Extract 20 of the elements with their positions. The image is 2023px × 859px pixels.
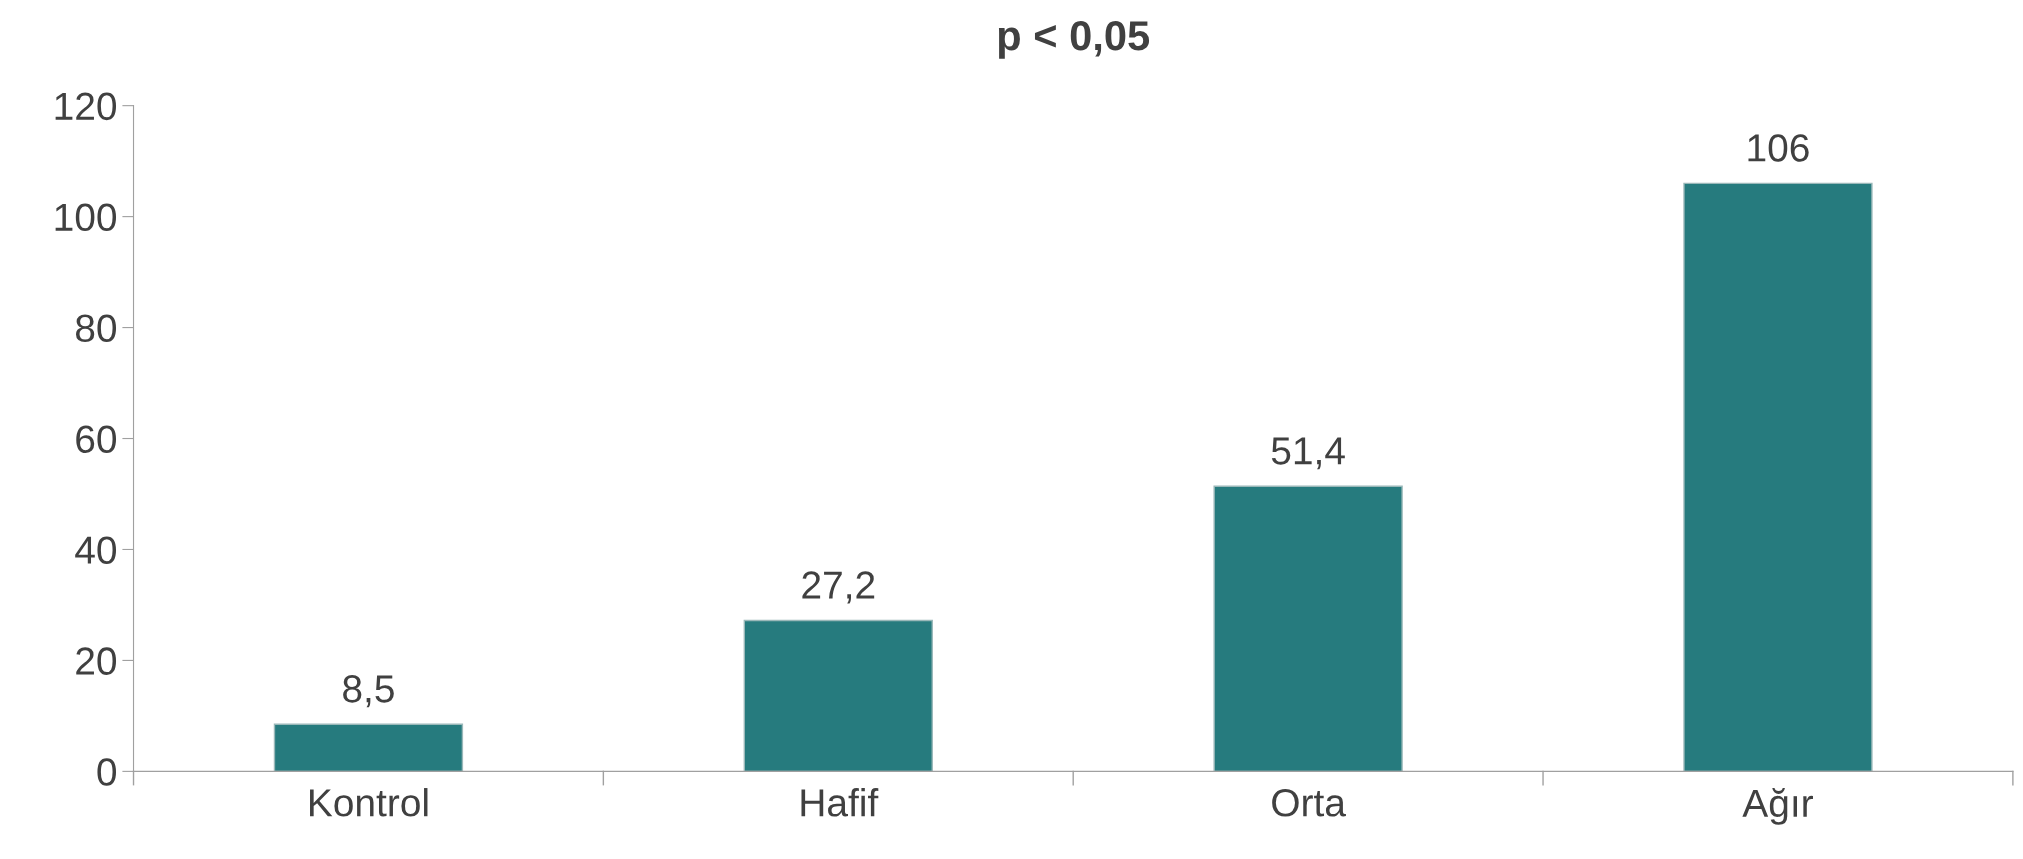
y-tick-label: 60	[76, 425, 117, 453]
y-tick-label: 80	[75, 314, 117, 343]
y-tick-label: 20	[76, 647, 117, 675]
data-label: 51,4	[1271, 437, 1345, 470]
data-label: 106	[1748, 134, 1809, 162]
data-label: 27,2	[802, 571, 875, 604]
y-tick-label: 0	[97, 758, 117, 786]
y-tick-label: 120	[55, 92, 117, 121]
y-tick-label: 100	[55, 203, 117, 232]
bar	[273, 723, 464, 772]
bar	[1213, 485, 1403, 772]
x-tick-label: Ağır	[1742, 788, 1813, 825]
y-tick-label: 40	[75, 536, 117, 564]
data-label: 8,5	[343, 675, 394, 708]
x-tick-label: Orta	[1272, 789, 1346, 817]
x-tick-label: Kontrol	[310, 788, 428, 817]
chart-title: p < 0,05	[998, 21, 1150, 59]
bar	[743, 619, 933, 772]
x-tick-label: Hafif	[801, 788, 879, 817]
bar	[1683, 182, 1873, 772]
